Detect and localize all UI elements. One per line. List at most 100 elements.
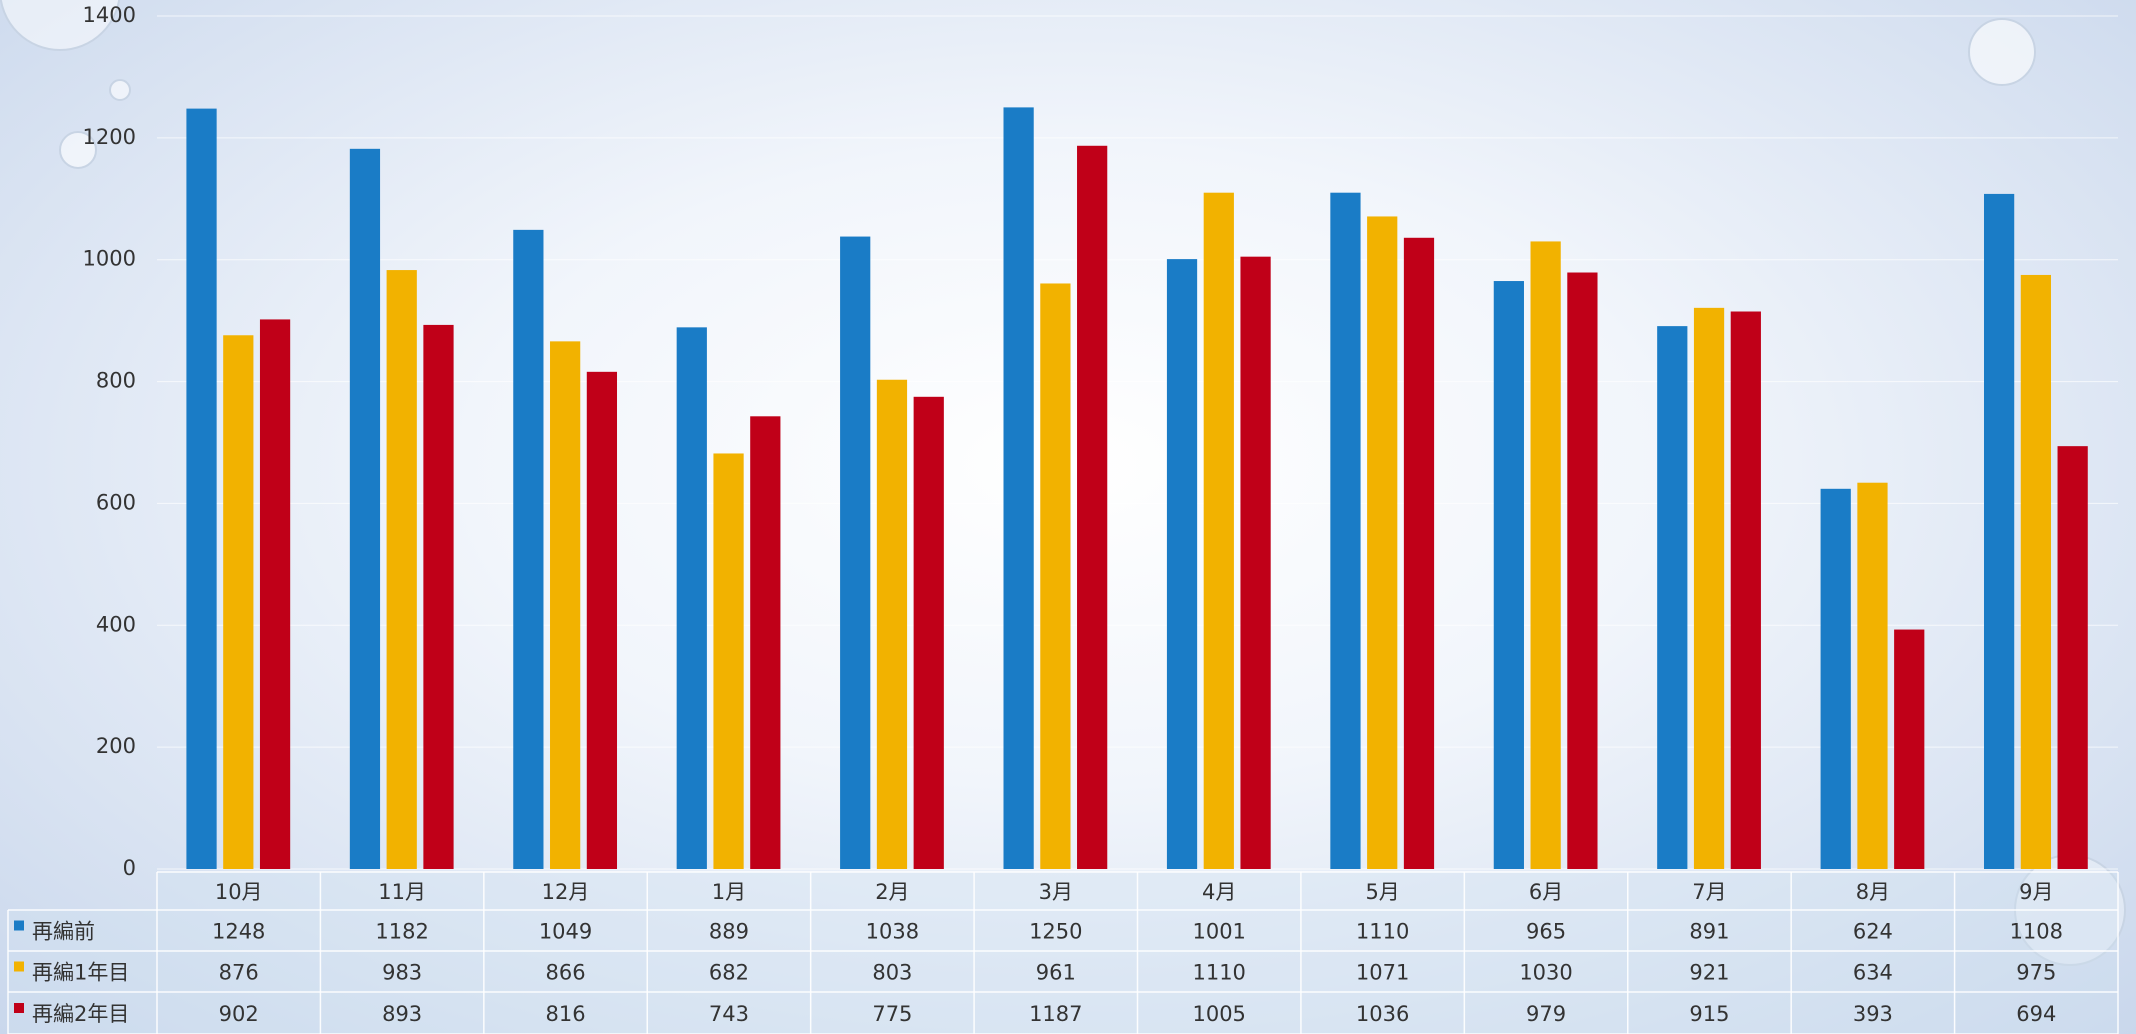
bar [1857, 483, 1887, 869]
bar [914, 397, 944, 869]
table-cell: 921 [1689, 961, 1729, 985]
table-cell: 965 [1526, 920, 1566, 944]
bar [587, 372, 617, 869]
table-cell: 889 [709, 920, 749, 944]
table-cell: 1036 [1356, 1002, 1409, 1026]
x-tick-label: 8月 [1856, 880, 1890, 904]
y-tick-label: 1000 [83, 247, 136, 271]
table-cell: 393 [1853, 1002, 1893, 1026]
table-cell: 876 [219, 961, 259, 985]
y-tick-label: 0 [123, 856, 136, 880]
table-cell: 803 [872, 961, 912, 985]
table-cell: 1248 [212, 920, 265, 944]
bar [1984, 194, 2014, 869]
table-cell: 1049 [539, 920, 592, 944]
table-cell: 775 [872, 1002, 912, 1026]
bar [1657, 326, 1687, 869]
y-tick-label: 200 [96, 734, 136, 758]
x-tick-label: 5月 [1365, 880, 1399, 904]
x-tick-label: 10月 [215, 880, 263, 904]
bar [840, 237, 870, 869]
x-tick-label: 7月 [1692, 880, 1726, 904]
bar [513, 230, 543, 869]
table-cell: 624 [1853, 920, 1893, 944]
bar [423, 325, 453, 869]
legend-label: 再編前 [32, 920, 95, 944]
y-tick-label: 800 [96, 369, 136, 393]
table-cell: 1001 [1192, 920, 1245, 944]
bubble-decoration [110, 80, 130, 100]
table-cell: 1005 [1192, 1002, 1245, 1026]
x-tick-label: 4月 [1202, 880, 1236, 904]
bar [1894, 630, 1924, 869]
bar [550, 341, 580, 869]
legend-label: 再編1年目 [32, 961, 129, 985]
table-cell: 816 [545, 1002, 585, 1026]
bar [1694, 308, 1724, 869]
table-cell: 961 [1036, 961, 1076, 985]
table-cell: 979 [1526, 1002, 1566, 1026]
table-cell: 915 [1689, 1002, 1729, 1026]
y-tick-label: 600 [96, 490, 136, 514]
chart: 0 200 400 600 800 1000 1200 1400 10月 11月 12月 1月 2月 3月… [0, 0, 2136, 1034]
table-cell: 1187 [1029, 1002, 1082, 1026]
bar [1731, 312, 1761, 869]
legend-swatch [14, 921, 24, 931]
table-cell: 682 [709, 961, 749, 985]
bar [1821, 489, 1851, 869]
bar [1567, 273, 1597, 869]
y-tick-label: 1200 [83, 125, 136, 149]
x-tick-label: 9月 [2019, 880, 2053, 904]
bar [223, 335, 253, 869]
bar [186, 109, 216, 869]
table-cell: 1110 [1356, 920, 1409, 944]
bar [2058, 446, 2088, 869]
x-tick-label: 3月 [1039, 880, 1073, 904]
table-cell: 1038 [866, 920, 919, 944]
bar [1330, 193, 1360, 869]
bar [260, 319, 290, 869]
legend-swatch [14, 962, 24, 972]
table-cell: 1182 [375, 920, 428, 944]
table-cell: 866 [545, 961, 585, 985]
bar [1531, 241, 1561, 869]
legend-label: 再編2年目 [32, 1002, 129, 1026]
table-cell: 634 [1853, 961, 1893, 985]
table-cell: 975 [2016, 961, 2056, 985]
bar [1003, 107, 1033, 869]
bar [1077, 146, 1107, 869]
bar [713, 453, 743, 869]
bar [750, 416, 780, 869]
table-cell: 1110 [1192, 961, 1245, 985]
bar [1404, 238, 1434, 869]
legend-swatch [14, 1003, 24, 1013]
x-tick-label: 6月 [1529, 880, 1563, 904]
table-cell: 1250 [1029, 920, 1082, 944]
bar [677, 327, 707, 869]
bar [1040, 283, 1070, 869]
bar [1167, 259, 1197, 869]
table-cell: 983 [382, 961, 422, 985]
table-cell: 1108 [2010, 920, 2063, 944]
bar [1367, 216, 1397, 869]
bar [350, 149, 380, 869]
bar [1494, 281, 1524, 869]
x-tick-label: 11月 [378, 880, 426, 904]
y-tick-label: 400 [96, 612, 136, 636]
bar [1240, 257, 1270, 869]
bar [877, 380, 907, 869]
x-tick-label: 2月 [875, 880, 909, 904]
table-cell: 743 [709, 1002, 749, 1026]
bar [2021, 275, 2051, 869]
table-cell: 902 [219, 1002, 259, 1026]
table-cell: 893 [382, 1002, 422, 1026]
x-tick-label: 1月 [712, 880, 746, 904]
table-cell: 1030 [1519, 961, 1572, 985]
table-cell: 1071 [1356, 961, 1409, 985]
table-cell: 891 [1689, 920, 1729, 944]
x-tick-label: 12月 [542, 880, 590, 904]
table-cell: 694 [2016, 1002, 2056, 1026]
bar [387, 270, 417, 869]
y-tick-label: 1400 [83, 3, 136, 27]
bubble-decoration [1969, 19, 2035, 85]
